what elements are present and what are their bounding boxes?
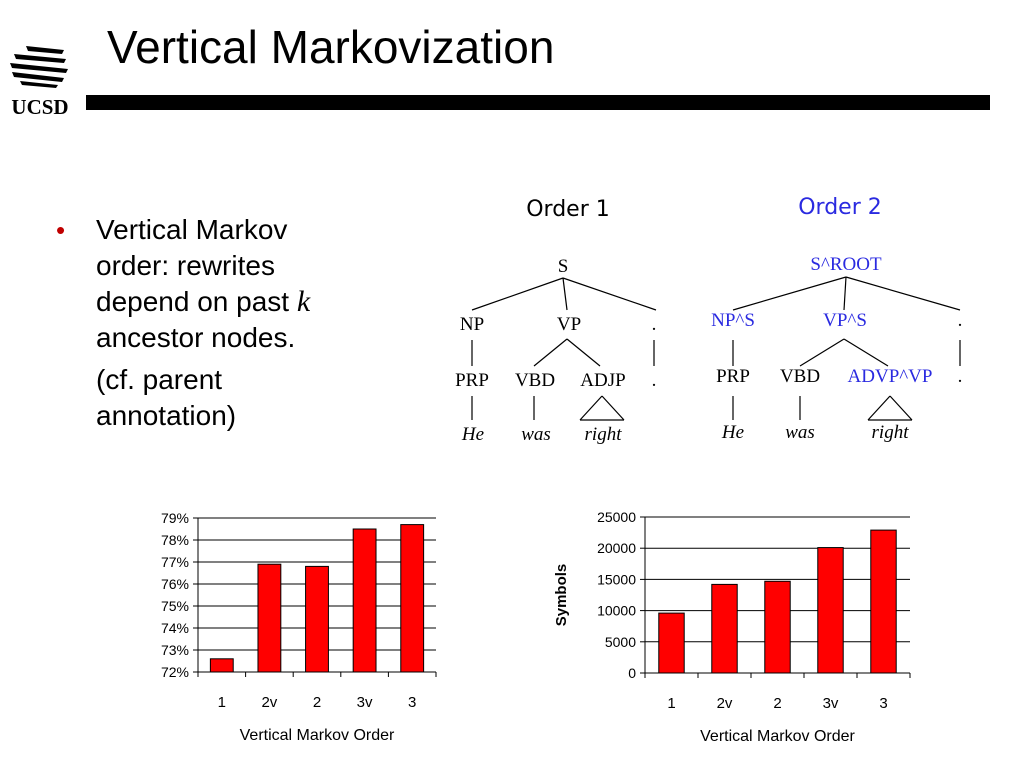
tree-order-2: Order 2 S^ROOT NP^S VP^S . PRP VBD ADVP^… [711, 195, 962, 443]
node-punct: . [958, 310, 963, 331]
node-adjp: ADJP [580, 370, 625, 391]
y-axis-label: Symbols [553, 564, 570, 627]
title-divider [86, 95, 990, 110]
bar [257, 563, 282, 673]
x-tick-label: 3v [823, 695, 839, 712]
word-was: was [521, 424, 551, 445]
node-np: NP [460, 314, 484, 335]
k-variable: k [296, 285, 311, 318]
sub-note-line: annotation) [96, 400, 237, 431]
word-he: He [721, 422, 744, 443]
node-prp: PRP [716, 366, 750, 387]
x-tick-label: 2v [261, 694, 277, 711]
node-vp-s: VP^S [823, 310, 867, 331]
word-right: right [585, 424, 623, 445]
node-np-s: NP^S [711, 310, 755, 331]
y-tick-label: 76% [161, 576, 189, 592]
node-vbd: VBD [515, 370, 555, 391]
node-prp: PRP [455, 370, 489, 391]
sub-note-line: (cf. parent [96, 364, 223, 395]
order-2-heading: Order 2 [798, 195, 882, 220]
tree-edges [471, 277, 657, 421]
tree-order-1: Order 1 S NP VP . PRP VBD ADJP . He was … [455, 197, 656, 445]
bullet-marker: • [56, 215, 66, 245]
slide-title: Vertical Markovization [107, 21, 555, 73]
word-right: right [872, 422, 910, 443]
x-tick-label: 2 [773, 695, 781, 712]
accuracy-bar-chart: 72% 73% 74% 75% 76% 77% 78% 79% 1 2v 2 3v 3 Vertical … [161, 510, 437, 744]
y-tick-label: 72% [161, 664, 189, 680]
bar [400, 524, 425, 673]
symbols-bar-chart: 0 5000 10000 15000 20000 25000 1 2v 2 3v 3 Vertical… [553, 509, 911, 745]
x-tick-label: 1 [667, 695, 675, 712]
y-tick-label: 20000 [597, 540, 636, 556]
bullet-line: depend on past k [96, 284, 386, 320]
x-axis-label: Vertical Markov Order [700, 728, 855, 745]
bar [817, 547, 844, 674]
bullet-line: Vertical Markov [96, 214, 288, 245]
y-tick-label: 25000 [597, 509, 636, 525]
bullet-line: order: rewrites [96, 250, 275, 281]
parse-trees-diagram: Order 1 S NP VP . PRP VBD ADJP . He was … [455, 195, 962, 445]
tree-edges [732, 276, 961, 421]
y-tick-label: 75% [161, 598, 189, 614]
node-punct: . [652, 314, 657, 335]
y-tick-label: 10000 [597, 603, 636, 619]
y-tick-label: 78% [161, 532, 189, 548]
word-he: He [461, 424, 484, 445]
x-tick-label: 2v [717, 695, 733, 712]
bullet-list: • Vertical Markov order: rewrites depend… [56, 212, 386, 434]
node-advp-vp: ADVP^VP [848, 366, 933, 387]
x-tick-label: 3 [879, 695, 887, 712]
bar [352, 528, 377, 673]
bar [870, 529, 897, 674]
sub-note: (cf. parent annotation) [96, 362, 386, 434]
y-tick-label: 15000 [597, 571, 636, 587]
bullet-item: • Vertical Markov order: rewrites depend… [56, 212, 386, 356]
y-tick-label: 79% [161, 510, 189, 526]
node-punct-2: . [652, 370, 657, 391]
y-tick-label: 0 [628, 665, 636, 681]
y-tick-label: 5000 [605, 634, 636, 650]
node-s: S [558, 256, 569, 277]
y-tick-label: 73% [161, 642, 189, 658]
bar [711, 583, 738, 674]
y-tick-label: 77% [161, 554, 189, 570]
x-tick-label: 3v [357, 694, 373, 711]
node-vbd: VBD [780, 366, 820, 387]
x-axis-label: Vertical Markov Order [240, 727, 395, 744]
node-punct-2: . [958, 366, 963, 387]
x-tick-label: 3 [408, 694, 416, 711]
bar [209, 658, 234, 673]
bar [305, 565, 329, 673]
order-1-heading: Order 1 [526, 197, 610, 222]
word-was: was [785, 422, 815, 443]
bullet-text: Vertical Markov order: rewrites depend o… [96, 212, 386, 356]
node-vp: VP [557, 314, 581, 335]
x-tick-label: 1 [218, 694, 226, 711]
bar [658, 612, 685, 674]
ucsd-logo: UCSD [4, 44, 80, 119]
y-tick-label: 74% [161, 620, 189, 636]
bar [764, 580, 791, 674]
x-tick-label: 2 [313, 694, 321, 711]
bullet-line: ancestor nodes. [96, 322, 296, 353]
bullet-line-text: depend on past [96, 286, 297, 317]
logo-text: UCSD [11, 95, 68, 118]
node-s-root: S^ROOT [810, 254, 882, 275]
